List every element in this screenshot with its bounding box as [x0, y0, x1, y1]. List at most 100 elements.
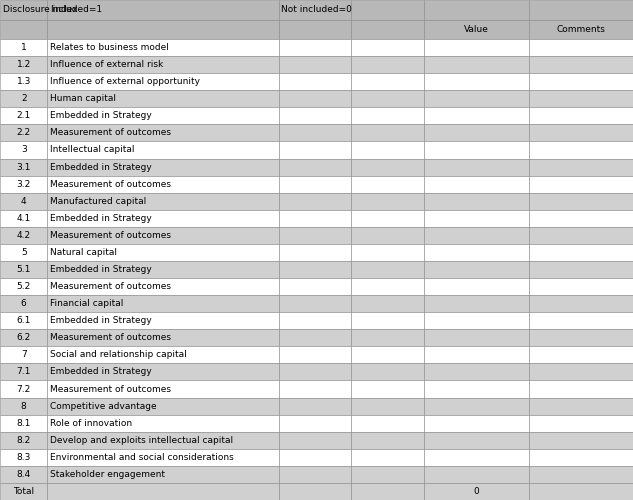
- Bar: [424, 414, 529, 432]
- Bar: [424, 20, 529, 39]
- Bar: [47, 39, 279, 56]
- Bar: [529, 398, 633, 414]
- Text: Measurement of outcomes: Measurement of outcomes: [50, 384, 171, 394]
- Bar: [351, 398, 424, 414]
- Bar: [529, 73, 633, 90]
- Bar: [351, 108, 424, 124]
- Bar: [424, 176, 529, 192]
- Bar: [424, 261, 529, 278]
- Text: Embedded in Strategy: Embedded in Strategy: [50, 214, 152, 223]
- Text: Measurement of outcomes: Measurement of outcomes: [50, 231, 171, 240]
- Text: 6: 6: [21, 299, 27, 308]
- Bar: [0, 346, 47, 364]
- Bar: [279, 278, 351, 295]
- Text: Influence of external opportunity: Influence of external opportunity: [50, 77, 200, 86]
- Bar: [279, 414, 351, 432]
- Text: 4: 4: [21, 196, 27, 205]
- Bar: [47, 466, 279, 483]
- Text: Embedded in Strategy: Embedded in Strategy: [50, 316, 152, 325]
- Bar: [529, 295, 633, 312]
- Bar: [47, 158, 279, 176]
- Text: Human capital: Human capital: [50, 94, 116, 104]
- Bar: [0, 261, 47, 278]
- Bar: [279, 312, 351, 330]
- Text: Environmental and social considerations: Environmental and social considerations: [50, 453, 234, 462]
- Bar: [0, 244, 47, 261]
- Bar: [529, 158, 633, 176]
- Bar: [351, 20, 424, 39]
- Bar: [0, 414, 47, 432]
- Bar: [529, 449, 633, 466]
- Bar: [47, 176, 279, 192]
- Text: 3: 3: [21, 146, 27, 154]
- Bar: [351, 73, 424, 90]
- Bar: [47, 192, 279, 210]
- Bar: [0, 39, 47, 56]
- Bar: [279, 142, 351, 158]
- Bar: [47, 56, 279, 73]
- Text: Relates to business model: Relates to business model: [50, 43, 169, 52]
- Bar: [529, 346, 633, 364]
- Bar: [47, 20, 279, 39]
- Text: Total: Total: [13, 487, 34, 496]
- Bar: [47, 261, 279, 278]
- Bar: [47, 414, 279, 432]
- Bar: [529, 176, 633, 192]
- Bar: [0, 364, 47, 380]
- Bar: [47, 312, 279, 330]
- Bar: [279, 261, 351, 278]
- Bar: [424, 0, 529, 20]
- Bar: [279, 210, 351, 227]
- Text: Embedded in Strategy: Embedded in Strategy: [50, 162, 152, 172]
- Bar: [0, 449, 47, 466]
- Bar: [279, 20, 351, 39]
- Text: Develop and exploits intellectual capital: Develop and exploits intellectual capita…: [50, 436, 233, 444]
- Bar: [47, 108, 279, 124]
- Bar: [47, 278, 279, 295]
- Bar: [424, 432, 529, 449]
- Bar: [47, 124, 279, 142]
- Bar: [279, 108, 351, 124]
- Bar: [0, 124, 47, 142]
- Bar: [351, 210, 424, 227]
- Bar: [279, 346, 351, 364]
- Bar: [424, 158, 529, 176]
- Bar: [424, 124, 529, 142]
- Bar: [529, 364, 633, 380]
- Bar: [279, 449, 351, 466]
- Text: Social and relationship capital: Social and relationship capital: [50, 350, 187, 360]
- Bar: [279, 330, 351, 346]
- Bar: [424, 483, 529, 500]
- Bar: [529, 483, 633, 500]
- Bar: [279, 39, 351, 56]
- Bar: [529, 192, 633, 210]
- Bar: [529, 227, 633, 244]
- Text: Manufactured capital: Manufactured capital: [50, 196, 146, 205]
- Text: 8.4: 8.4: [16, 470, 31, 479]
- Bar: [351, 432, 424, 449]
- Bar: [351, 278, 424, 295]
- Text: Value: Value: [464, 25, 489, 34]
- Bar: [529, 312, 633, 330]
- Text: Natural capital: Natural capital: [50, 248, 117, 257]
- Bar: [529, 108, 633, 124]
- Bar: [351, 192, 424, 210]
- Text: Embedded in Strategy: Embedded in Strategy: [50, 112, 152, 120]
- Bar: [279, 380, 351, 398]
- Text: 8: 8: [21, 402, 27, 410]
- Text: 8.2: 8.2: [16, 436, 31, 444]
- Bar: [529, 330, 633, 346]
- Bar: [0, 20, 47, 39]
- Bar: [351, 158, 424, 176]
- Bar: [0, 192, 47, 210]
- Text: Measurement of outcomes: Measurement of outcomes: [50, 180, 171, 188]
- Bar: [0, 176, 47, 192]
- Bar: [351, 0, 424, 20]
- Bar: [424, 312, 529, 330]
- Bar: [279, 466, 351, 483]
- Bar: [351, 56, 424, 73]
- Bar: [47, 364, 279, 380]
- Text: 2: 2: [21, 94, 27, 104]
- Bar: [47, 432, 279, 449]
- Bar: [279, 398, 351, 414]
